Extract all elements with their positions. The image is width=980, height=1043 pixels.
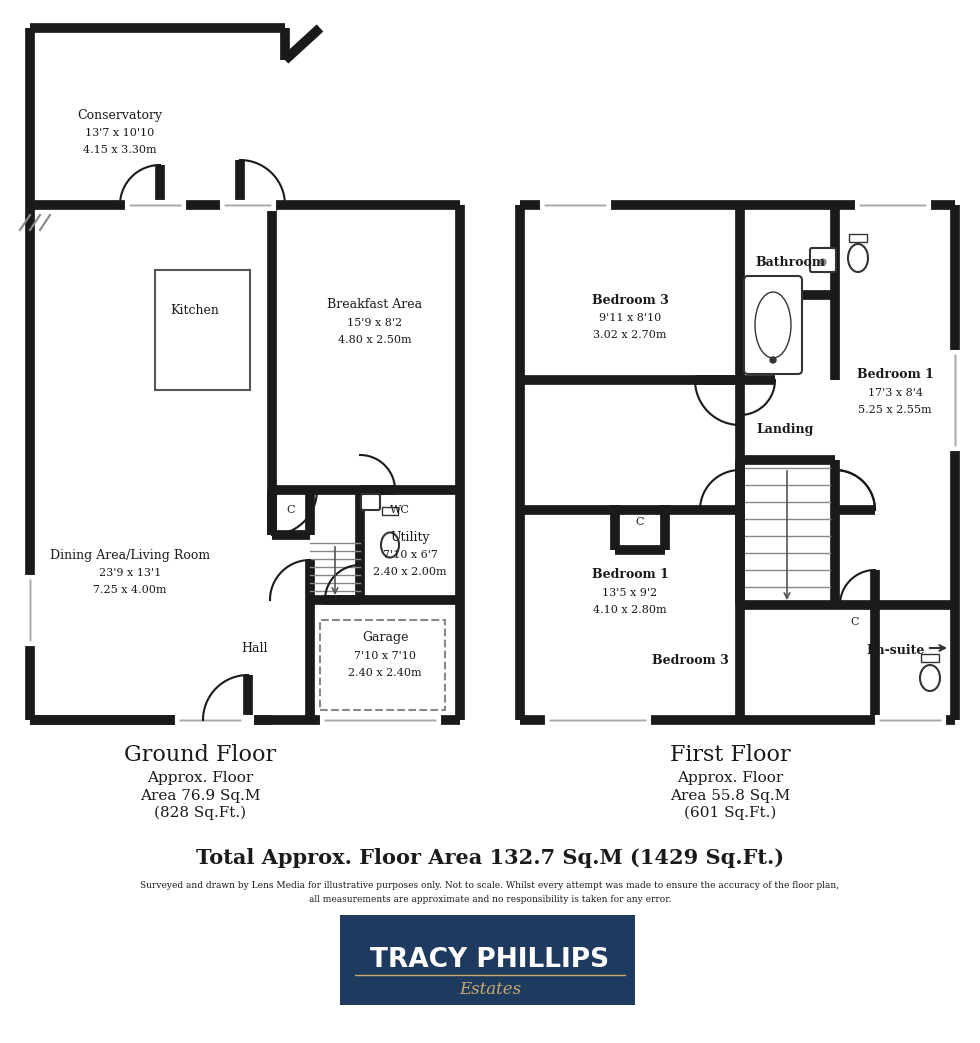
Circle shape bbox=[820, 259, 826, 265]
Text: 5.25 x 2.55m: 5.25 x 2.55m bbox=[858, 405, 932, 415]
Text: Ground Floor: Ground Floor bbox=[123, 744, 276, 766]
Text: Garage: Garage bbox=[362, 631, 409, 645]
Bar bbox=[340, 915, 635, 1005]
Text: Utility: Utility bbox=[390, 532, 430, 544]
Text: WC: WC bbox=[390, 505, 410, 515]
Text: En-suite: En-suite bbox=[867, 644, 925, 656]
Text: Approx. Floor: Approx. Floor bbox=[677, 771, 783, 785]
Text: C: C bbox=[851, 617, 859, 627]
Bar bbox=[155, 270, 250, 390]
FancyBboxPatch shape bbox=[744, 276, 802, 374]
FancyBboxPatch shape bbox=[361, 494, 380, 510]
Ellipse shape bbox=[755, 292, 791, 358]
Text: Dining Area/Living Room: Dining Area/Living Room bbox=[50, 549, 210, 561]
Text: Bedroom 1: Bedroom 1 bbox=[592, 568, 668, 582]
Text: 4.80 x 2.50m: 4.80 x 2.50m bbox=[338, 335, 412, 345]
Text: C: C bbox=[636, 517, 644, 527]
Text: 9'11 x 8'10: 9'11 x 8'10 bbox=[599, 313, 662, 323]
Text: Area 55.8 Sq.M: Area 55.8 Sq.M bbox=[670, 789, 790, 803]
Text: 4.10 x 2.80m: 4.10 x 2.80m bbox=[593, 605, 666, 615]
Bar bbox=[921, 654, 939, 662]
Text: Estates: Estates bbox=[459, 981, 521, 998]
Text: all measurements are approximate and no responsibility is taken for any error.: all measurements are approximate and no … bbox=[309, 896, 671, 904]
FancyBboxPatch shape bbox=[810, 248, 836, 272]
Bar bbox=[320, 620, 445, 710]
Text: Total Approx. Floor Area 132.7 Sq.M (1429 Sq.Ft.): Total Approx. Floor Area 132.7 Sq.M (142… bbox=[196, 848, 784, 868]
Text: Hall: Hall bbox=[242, 641, 269, 655]
Text: Breakfast Area: Breakfast Area bbox=[327, 298, 422, 312]
Text: First Floor: First Floor bbox=[669, 744, 790, 766]
Text: 4.15 x 3.30m: 4.15 x 3.30m bbox=[83, 145, 157, 155]
Text: 2.40 x 2.00m: 2.40 x 2.00m bbox=[373, 567, 447, 577]
Text: (601 Sq.Ft.): (601 Sq.Ft.) bbox=[684, 806, 776, 820]
Circle shape bbox=[770, 357, 776, 363]
Text: Surveyed and drawn by Lens Media for illustrative purposes only. Not to scale. W: Surveyed and drawn by Lens Media for ill… bbox=[140, 880, 840, 890]
Text: Landing: Landing bbox=[757, 423, 813, 437]
Text: 7'10 x 7'10: 7'10 x 7'10 bbox=[354, 651, 416, 661]
Text: 7'10 x 6'7: 7'10 x 6'7 bbox=[382, 550, 437, 560]
Text: 13'7 x 10'10: 13'7 x 10'10 bbox=[85, 128, 155, 138]
Text: Approx. Floor: Approx. Floor bbox=[147, 771, 253, 785]
Text: C: C bbox=[287, 505, 295, 515]
Text: Kitchen: Kitchen bbox=[171, 304, 220, 316]
Bar bbox=[382, 507, 398, 515]
Text: Bedroom 1: Bedroom 1 bbox=[857, 368, 933, 382]
Ellipse shape bbox=[920, 665, 940, 692]
Ellipse shape bbox=[848, 244, 868, 272]
Text: (828 Sq.Ft.): (828 Sq.Ft.) bbox=[154, 806, 246, 820]
Text: 17'3 x 8'4: 17'3 x 8'4 bbox=[867, 388, 922, 398]
Text: TRACY PHILLIPS: TRACY PHILLIPS bbox=[370, 947, 610, 973]
Text: 23'9 x 13'1: 23'9 x 13'1 bbox=[99, 568, 161, 578]
Text: Bathroom: Bathroom bbox=[755, 257, 825, 269]
Text: 15'9 x 8'2: 15'9 x 8'2 bbox=[348, 318, 403, 328]
Text: 2.40 x 2.40m: 2.40 x 2.40m bbox=[348, 668, 421, 678]
Text: 3.02 x 2.70m: 3.02 x 2.70m bbox=[593, 330, 666, 340]
Text: Area 76.9 Sq.M: Area 76.9 Sq.M bbox=[140, 789, 261, 803]
Text: 7.25 x 4.00m: 7.25 x 4.00m bbox=[93, 585, 167, 595]
Text: Conservatory: Conservatory bbox=[77, 108, 163, 121]
Text: Bedroom 3: Bedroom 3 bbox=[652, 654, 728, 666]
Text: 13'5 x 9'2: 13'5 x 9'2 bbox=[603, 588, 658, 598]
Ellipse shape bbox=[381, 533, 399, 558]
Text: Bedroom 3: Bedroom 3 bbox=[592, 293, 668, 307]
Bar bbox=[849, 234, 867, 242]
